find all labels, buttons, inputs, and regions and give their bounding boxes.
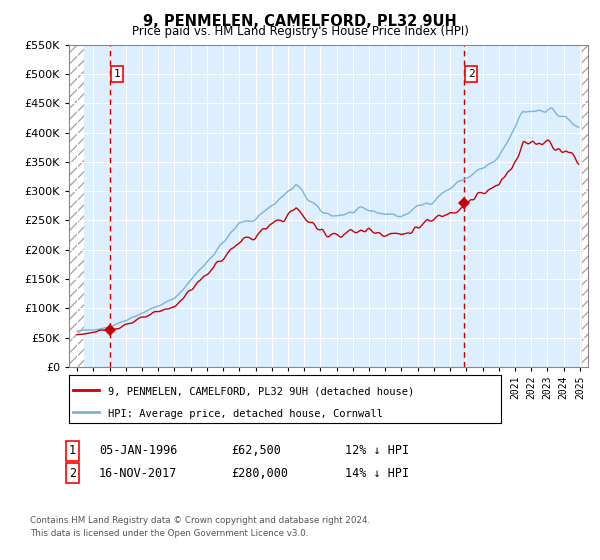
Text: Contains HM Land Registry data © Crown copyright and database right 2024.
This d: Contains HM Land Registry data © Crown c… <box>30 516 370 538</box>
Text: 14% ↓ HPI: 14% ↓ HPI <box>345 466 409 480</box>
Text: 1: 1 <box>113 69 120 79</box>
Text: 05-JAN-1996: 05-JAN-1996 <box>99 444 178 458</box>
Text: HPI: Average price, detached house, Cornwall: HPI: Average price, detached house, Corn… <box>108 409 383 419</box>
Bar <box>583 45 590 367</box>
Text: 2: 2 <box>69 466 76 480</box>
Text: 16-NOV-2017: 16-NOV-2017 <box>99 466 178 480</box>
Text: £62,500: £62,500 <box>231 444 281 458</box>
Text: Price paid vs. HM Land Registry's House Price Index (HPI): Price paid vs. HM Land Registry's House … <box>131 25 469 38</box>
Text: 9, PENMELEN, CAMELFORD, PL32 9UH: 9, PENMELEN, CAMELFORD, PL32 9UH <box>143 14 457 29</box>
Text: 9, PENMELEN, CAMELFORD, PL32 9UH (detached house): 9, PENMELEN, CAMELFORD, PL32 9UH (detach… <box>108 387 414 397</box>
Bar <box>69 45 85 367</box>
Text: 2: 2 <box>467 69 475 79</box>
Text: 12% ↓ HPI: 12% ↓ HPI <box>345 444 409 458</box>
Text: £280,000: £280,000 <box>231 466 288 480</box>
Text: 1: 1 <box>69 444 76 458</box>
